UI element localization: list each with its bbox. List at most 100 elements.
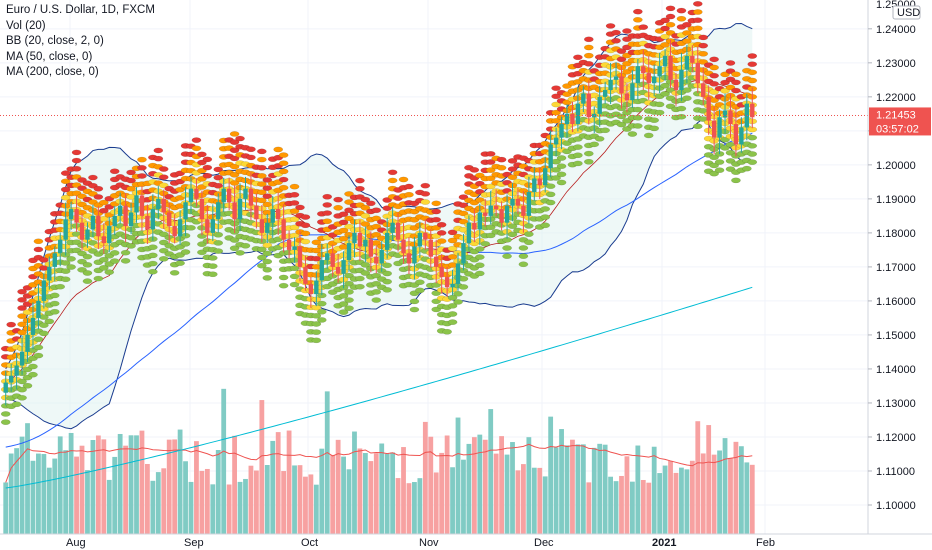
cloud-dot xyxy=(148,252,158,259)
cloud-dot xyxy=(360,213,371,219)
candle-body xyxy=(434,256,439,267)
volume-bar xyxy=(52,458,58,534)
volume-bar xyxy=(215,449,221,534)
cloud-dot xyxy=(502,245,512,251)
legend-ma200[interactable]: MA (200, close, 0) xyxy=(6,66,99,79)
volume-bar xyxy=(57,436,63,534)
volume-bar xyxy=(270,440,276,534)
volume-bar xyxy=(330,454,336,534)
candle-body xyxy=(651,76,657,84)
volume-bar xyxy=(651,446,657,534)
currency-label[interactable]: USD xyxy=(897,7,920,19)
bb-lower xyxy=(5,117,753,430)
cloud-dot xyxy=(322,202,333,208)
candle-body xyxy=(96,215,101,237)
cloud-dot xyxy=(257,189,267,196)
cloud-dot xyxy=(355,185,365,192)
candle-body xyxy=(526,192,532,216)
cloud-dot xyxy=(66,264,76,270)
symbol-title[interactable]: Euro / U.S. Dollar, 1D, FXCM xyxy=(6,4,155,16)
cloud-dot xyxy=(207,255,218,261)
time-axis[interactable]: Aug Sep Oct Nov Dec 2021 Feb xyxy=(0,533,932,550)
cloud-dot xyxy=(507,158,518,164)
volume-bar xyxy=(46,467,52,534)
cloud-dot xyxy=(475,254,485,260)
cloud-dot xyxy=(300,230,311,237)
cloud-dot xyxy=(496,164,507,171)
cloud-dot xyxy=(398,176,409,183)
candle-body xyxy=(690,56,695,63)
cloud-dot xyxy=(49,300,60,307)
cloud-dot xyxy=(257,181,267,187)
cloud-dot xyxy=(158,182,169,189)
cloud-dot xyxy=(60,170,71,176)
legend-ma50[interactable]: MA (50, close, 0) xyxy=(6,50,93,63)
candle-body xyxy=(243,188,248,199)
volume-bar xyxy=(477,434,483,534)
cloud-dot xyxy=(556,155,567,161)
cloud-dot xyxy=(643,132,654,139)
cloud-dot xyxy=(77,250,87,257)
time-label-sep: Sep xyxy=(184,537,204,549)
cloud-dot xyxy=(126,177,136,184)
cloud-dot xyxy=(82,253,93,260)
cloud-dot xyxy=(213,248,224,254)
legend-bb[interactable]: BB (20, close, 2, 0) xyxy=(6,35,104,48)
cloud-dot xyxy=(616,56,627,63)
candle-body xyxy=(646,73,651,84)
cloud-dot xyxy=(77,185,87,191)
cloud-dot xyxy=(676,105,687,112)
cloud-dot xyxy=(120,258,131,264)
cloud-dot xyxy=(458,284,469,290)
cloud-dot xyxy=(676,113,687,120)
cloud-dot xyxy=(229,131,240,137)
cloud-dot xyxy=(153,147,164,154)
volume-bar xyxy=(608,476,613,534)
cloud-dot xyxy=(33,344,44,351)
price-axis[interactable]: 1.240001.230001.220001.210001.200001.190… xyxy=(867,0,932,534)
cloud-dot xyxy=(436,230,447,236)
cloud-dot xyxy=(338,211,349,217)
volume-bar xyxy=(461,459,466,534)
cloud-dot xyxy=(17,329,27,336)
cloud-dot xyxy=(665,21,676,28)
candle-body xyxy=(537,178,542,186)
candle-body xyxy=(739,127,744,145)
volume-bar xyxy=(368,461,374,534)
volume-bar xyxy=(30,460,36,534)
cloud-dot xyxy=(387,177,398,184)
cloud-dot xyxy=(747,77,758,84)
volume-bar xyxy=(248,465,254,534)
candle-body xyxy=(286,239,292,250)
cloud-dot xyxy=(322,218,333,225)
cloud-dot xyxy=(507,174,518,181)
volume-bar xyxy=(308,474,314,534)
volume-bar xyxy=(482,439,488,534)
volume-bar xyxy=(275,432,281,534)
cloud-dot xyxy=(387,169,398,176)
candle-body xyxy=(47,266,52,281)
cloud-dot xyxy=(698,42,709,49)
cloud-dot xyxy=(44,318,55,325)
legend-vol[interactable]: Vol (20) xyxy=(6,19,46,32)
volume-bar xyxy=(706,425,712,534)
candle-body xyxy=(25,334,30,352)
volume-bar xyxy=(591,447,597,534)
candle-body xyxy=(379,249,384,264)
cloud-dot xyxy=(295,204,305,211)
candle-body xyxy=(722,110,728,118)
candle-body xyxy=(357,232,363,247)
cloud-dot xyxy=(99,199,109,206)
volume-bar xyxy=(695,421,701,534)
cloud-dot xyxy=(605,23,616,29)
volume-bar xyxy=(602,444,608,534)
volume-bar xyxy=(194,441,199,534)
cloud-dot xyxy=(278,152,289,158)
cloud-dot xyxy=(229,245,240,252)
cloud-dot xyxy=(22,382,33,389)
cloud-dot xyxy=(692,1,703,7)
cloud-dot xyxy=(153,155,164,162)
candle-body xyxy=(472,222,477,230)
cloud-dot xyxy=(175,260,185,266)
